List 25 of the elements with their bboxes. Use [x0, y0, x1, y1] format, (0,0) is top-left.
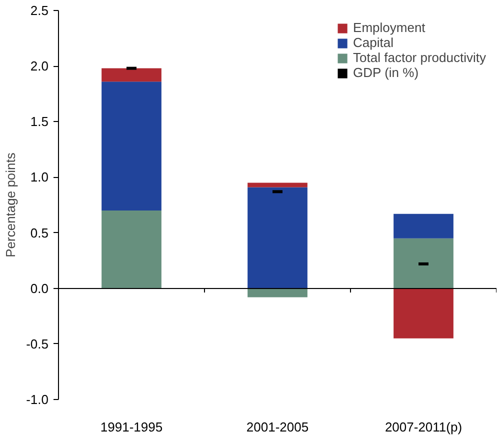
bar: [248, 182, 308, 188]
y-tick-label: -1.0: [26, 392, 49, 407]
bar: [394, 238, 454, 288]
bar: [248, 187, 308, 288]
bar: [248, 288, 308, 298]
y-axis-title: Percentage points: [3, 152, 18, 258]
y-tick-label: 1.0: [30, 170, 49, 185]
y-tick-label: 0.0: [30, 280, 49, 296]
y-tick-label: 2.5: [30, 3, 49, 18]
y-tick-label: -0.5: [26, 336, 49, 352]
legend-label: Total factor productivity: [353, 50, 486, 65]
legend-label: Capital: [353, 35, 394, 50]
bar: [102, 68, 162, 82]
x-tick-label: 1991-1995: [100, 420, 163, 434]
y-tick-label: 2.0: [30, 58, 49, 74]
x-tick-label: 2001-2005: [246, 420, 309, 434]
bar: [394, 214, 454, 238]
bar: [102, 210, 162, 288]
bar: [102, 82, 162, 211]
x-tick-label: 2007-2011(p): [384, 420, 462, 434]
y-tick-label: 0.5: [30, 225, 49, 240]
legend-label: GDP (in %): [353, 65, 419, 80]
y-tick-label: 1.5: [30, 114, 49, 130]
bar: [394, 288, 454, 338]
legend-label: Employment: [353, 20, 426, 35]
